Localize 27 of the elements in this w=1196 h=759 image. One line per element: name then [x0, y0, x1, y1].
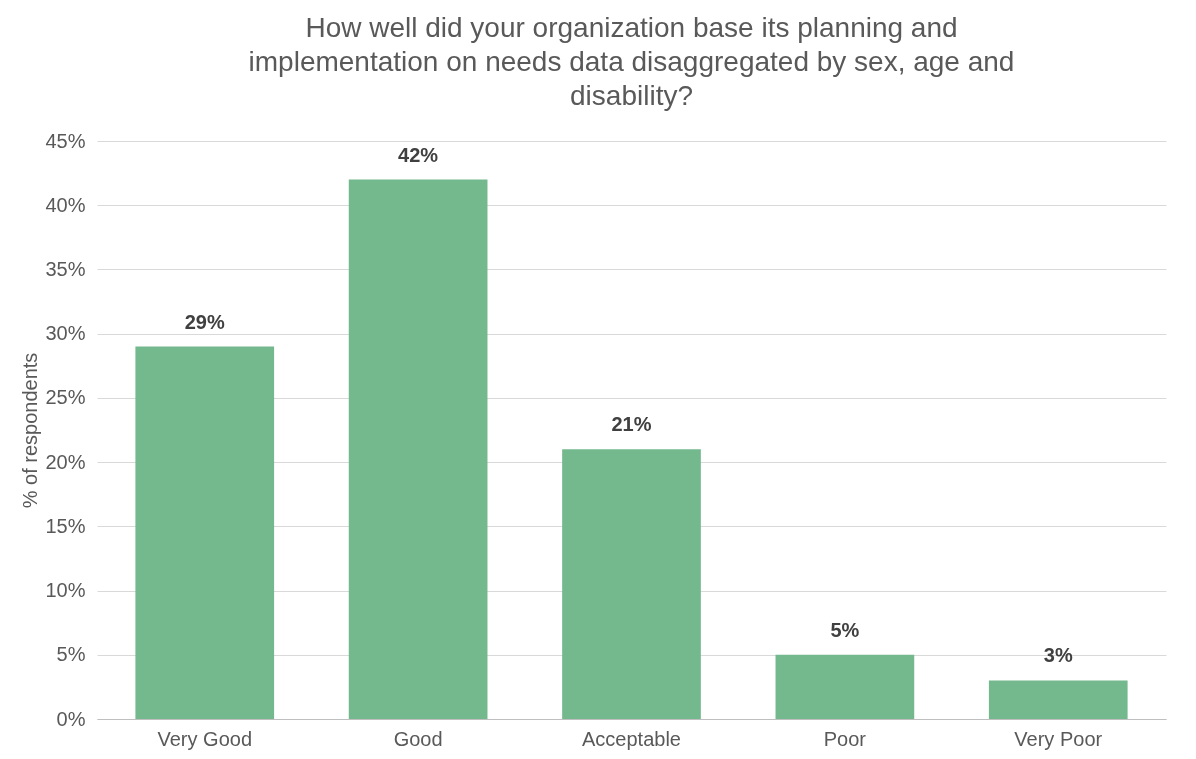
data-label: 29%	[184, 310, 225, 333]
y-axis-title: % of respondents	[19, 352, 42, 509]
y-tick-label: 15%	[45, 514, 86, 537]
x-tick-label: Very Good	[157, 727, 253, 750]
bar	[348, 179, 488, 719]
x-tick-label: Very Poor	[1014, 727, 1103, 750]
y-tick-label: 0%	[56, 707, 86, 730]
data-label: 42%	[398, 143, 439, 166]
data-label: 5%	[830, 618, 860, 641]
data-label: 3%	[1043, 644, 1073, 667]
x-tick-label: Acceptable	[582, 727, 681, 750]
y-tick-label: 30%	[45, 322, 86, 345]
y-tick-label: 35%	[45, 257, 86, 280]
bar	[775, 654, 915, 719]
y-tick-label: 45%	[45, 129, 86, 152]
x-tick-label: Good	[393, 727, 443, 750]
chart-title: How well did your organization base its planning and implementation on needs data disaggregated by sex, age and disability?	[248, 12, 1015, 111]
bar	[135, 346, 275, 719]
y-tick-label: 5%	[56, 643, 86, 666]
bar	[562, 449, 701, 719]
y-tick-label: 25%	[45, 386, 86, 409]
y-tick-label: 40%	[45, 193, 86, 216]
x-tick-label: Poor	[823, 727, 867, 750]
y-tick-label: 20%	[45, 450, 86, 473]
y-tick-label: 10%	[45, 579, 86, 602]
bar	[988, 680, 1128, 719]
data-label: 21%	[611, 413, 652, 436]
